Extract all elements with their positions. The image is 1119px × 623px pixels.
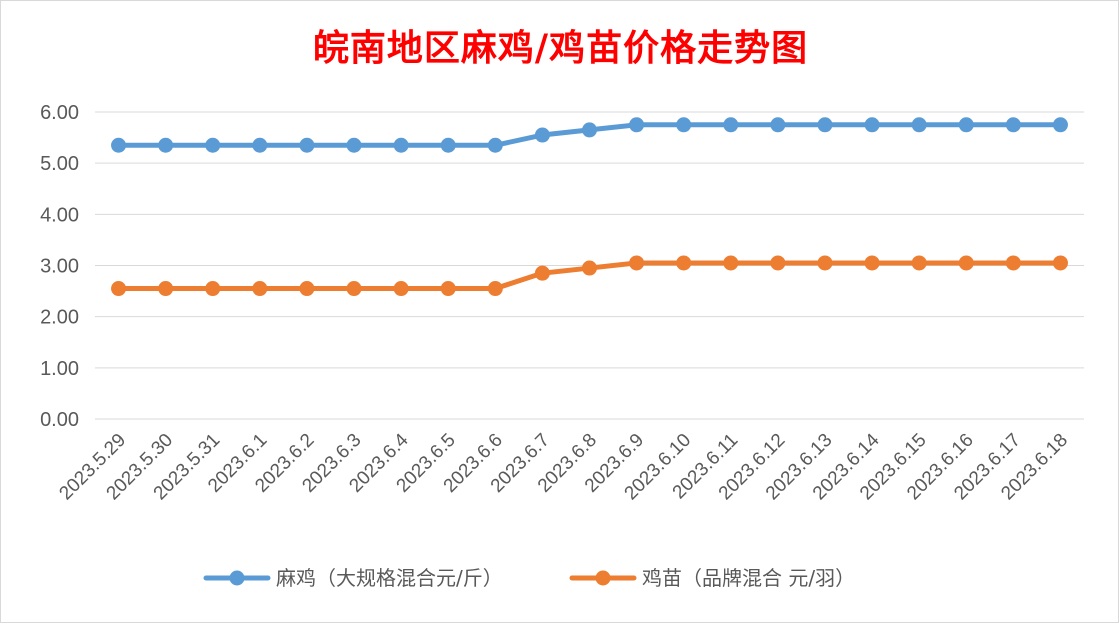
- data-point: [958, 117, 974, 133]
- data-point: [770, 117, 786, 133]
- data-point: [252, 281, 268, 297]
- data-point: [676, 117, 692, 133]
- y-tick-label: 6.00: [40, 102, 79, 124]
- data-point: [487, 137, 503, 153]
- data-point: [299, 137, 315, 153]
- data-point: [158, 137, 174, 153]
- data-point: [864, 117, 880, 133]
- data-point: [676, 255, 692, 271]
- y-tick-label: 2.00: [40, 307, 79, 329]
- data-point: [440, 137, 456, 153]
- data-point: [1052, 255, 1068, 271]
- data-point: [582, 122, 597, 138]
- data-point: [817, 117, 833, 133]
- x-axis-ticks: 2023.5.292023.5.302023.5.312023.6.12023.…: [55, 429, 1072, 504]
- data-point: [205, 137, 221, 153]
- data-point: [817, 255, 833, 271]
- data-point: [1005, 255, 1021, 271]
- data-point: [299, 281, 315, 297]
- legend-marker: [229, 570, 245, 586]
- data-point: [111, 137, 127, 153]
- data-point: [629, 117, 645, 133]
- grid-lines: [95, 111, 1084, 420]
- data-point: [534, 265, 550, 281]
- data-point: [911, 255, 927, 271]
- data-point: [393, 137, 409, 153]
- data-point: [723, 255, 739, 271]
- y-tick-label: 4.00: [40, 204, 79, 226]
- data-point: [111, 281, 127, 297]
- data-point: [487, 281, 503, 297]
- legend: 麻鸡（大规格混合元/斤） 鸡苗（品牌混合 元/羽）: [203, 566, 855, 590]
- data-point: [582, 260, 597, 276]
- legend-marker: [595, 570, 611, 586]
- y-tick-label: 0.00: [40, 409, 79, 431]
- y-axis-ticks: 0.00 1.00 2.00 3.00 4.00 5.00 6.00: [40, 102, 79, 431]
- data-point: [958, 255, 974, 271]
- data-point: [393, 281, 409, 297]
- data-point: [1052, 117, 1068, 133]
- data-point: [864, 255, 880, 271]
- data-point: [723, 117, 739, 133]
- data-point: [534, 127, 550, 143]
- chart-title: 皖南地区麻鸡/鸡苗价格走势图: [312, 27, 809, 69]
- y-tick-label: 3.00: [40, 256, 79, 278]
- legend-label: 麻鸡（大规格混合元/斤）: [276, 566, 503, 590]
- y-tick-label: 1.00: [40, 358, 79, 380]
- series-group: [111, 117, 1068, 297]
- legend-label: 鸡苗（品牌混合 元/羽）: [642, 566, 855, 590]
- data-point: [770, 255, 786, 271]
- data-point: [346, 137, 362, 153]
- data-point: [158, 281, 174, 297]
- data-point: [346, 281, 362, 297]
- data-point: [911, 117, 927, 133]
- y-tick-label: 5.00: [40, 153, 79, 175]
- data-point: [440, 281, 456, 297]
- data-point: [629, 255, 645, 271]
- data-point: [252, 137, 268, 153]
- data-point: [1005, 117, 1021, 133]
- data-point: [205, 281, 221, 297]
